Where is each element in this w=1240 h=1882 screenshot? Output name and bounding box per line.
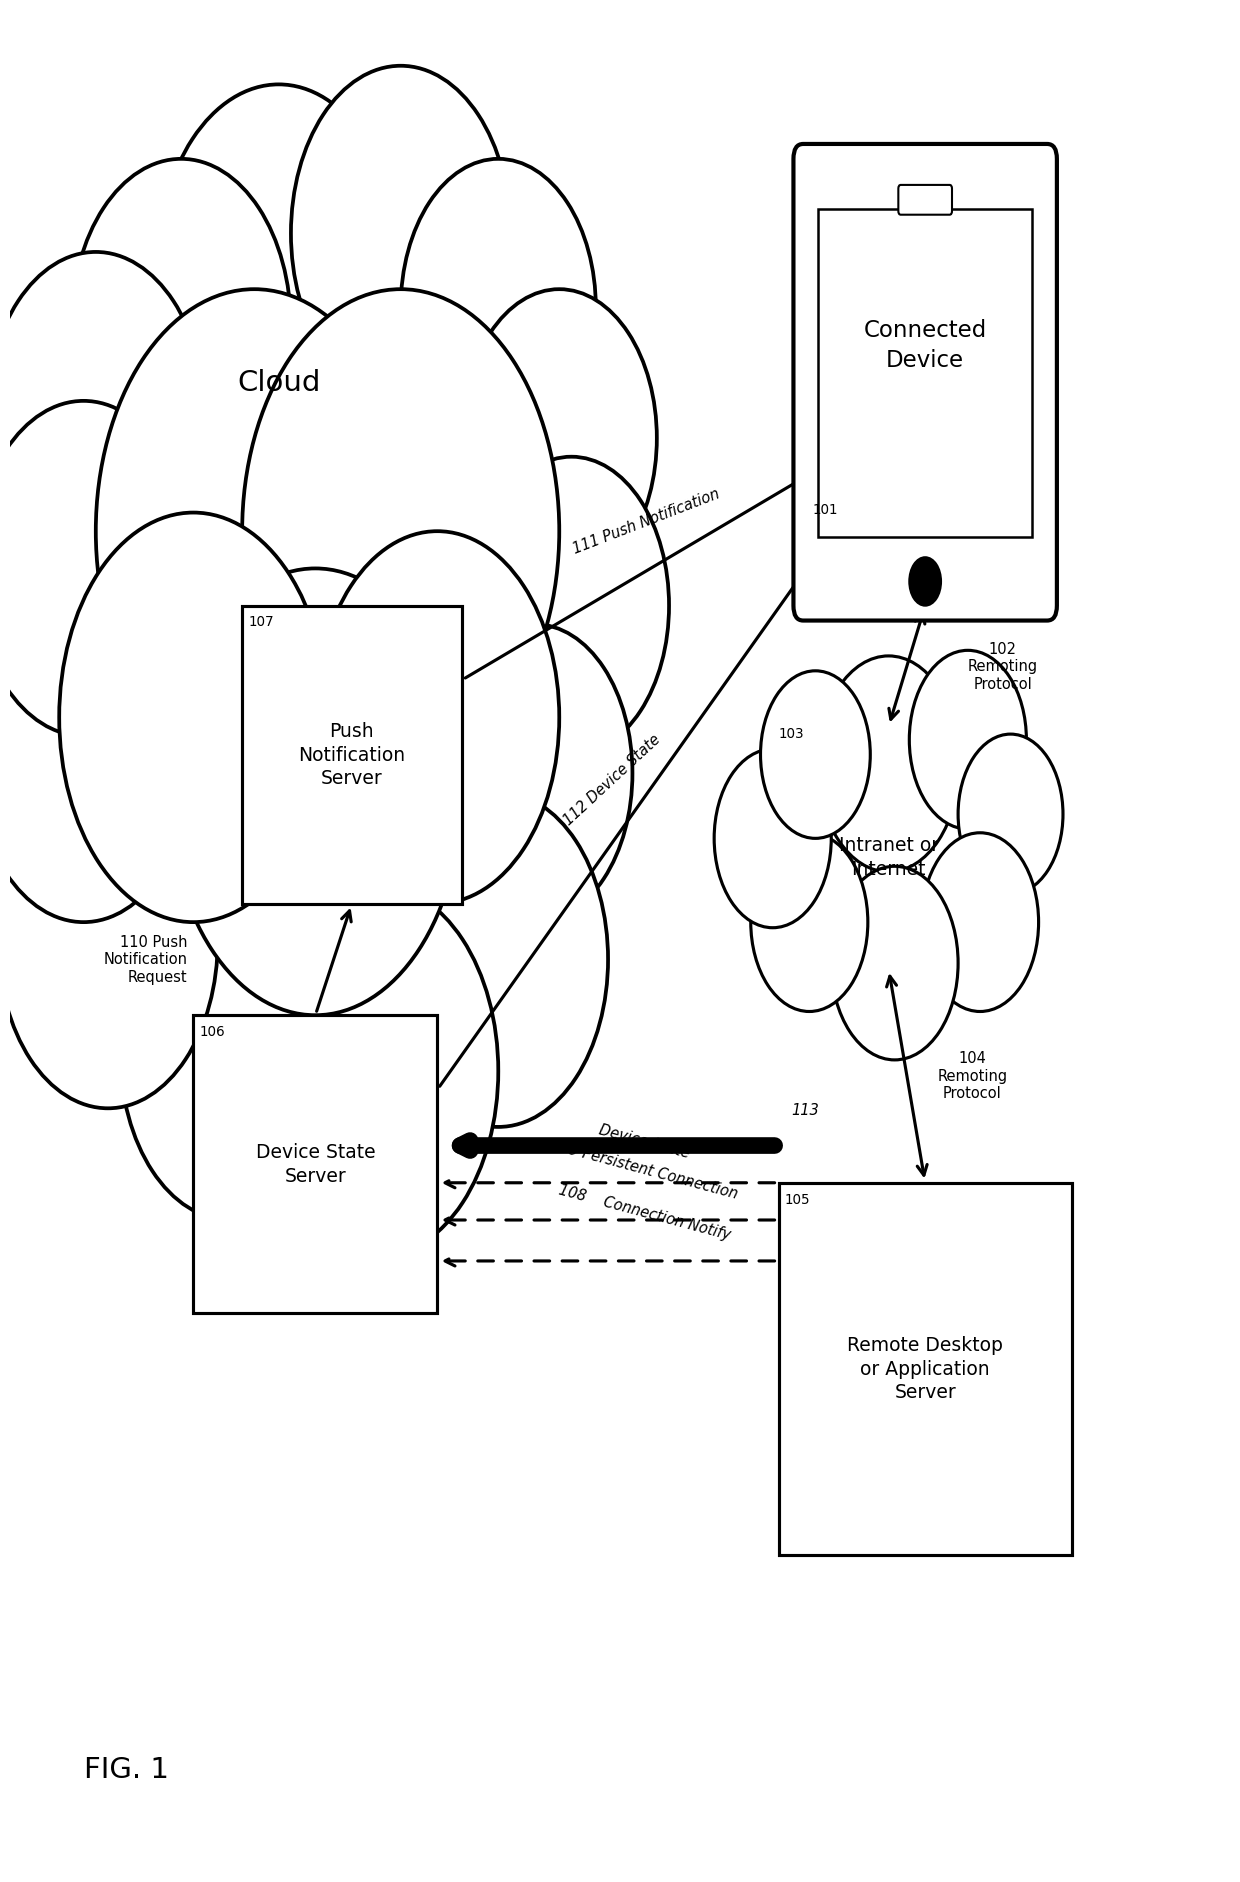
Text: Device State
Server: Device State Server: [255, 1142, 374, 1186]
Circle shape: [760, 672, 870, 839]
Circle shape: [438, 625, 632, 922]
Text: 106: 106: [200, 1026, 224, 1039]
Text: 103: 103: [779, 726, 804, 742]
Text: 101: 101: [812, 502, 838, 518]
Circle shape: [254, 885, 498, 1257]
Text: Cloud: Cloud: [237, 369, 320, 397]
FancyBboxPatch shape: [242, 606, 461, 903]
Text: 104
Remoting
Protocol: 104 Remoting Protocol: [937, 1050, 1007, 1101]
FancyBboxPatch shape: [794, 145, 1056, 621]
Circle shape: [72, 160, 291, 495]
Circle shape: [957, 734, 1063, 894]
Circle shape: [831, 866, 957, 1060]
Text: 111 Push Notification: 111 Push Notification: [570, 486, 722, 557]
Text: Intranet or
Internet: Intranet or Internet: [838, 836, 939, 879]
Circle shape: [401, 160, 595, 457]
Circle shape: [0, 401, 193, 736]
Circle shape: [291, 66, 511, 401]
Text: 112 Device State: 112 Device State: [560, 732, 662, 828]
Circle shape: [909, 651, 1025, 830]
Text: 108    Connection Notify: 108 Connection Notify: [557, 1182, 732, 1242]
FancyBboxPatch shape: [193, 1016, 438, 1314]
Text: 105: 105: [785, 1193, 810, 1206]
Circle shape: [0, 587, 193, 922]
Circle shape: [817, 657, 959, 871]
Text: Remote Desktop
or Application
Server: Remote Desktop or Application Server: [847, 1336, 1003, 1402]
Text: 107: 107: [248, 615, 274, 629]
Circle shape: [714, 749, 831, 928]
Text: 102
Remoting
Protocol: 102 Remoting Protocol: [967, 642, 1038, 691]
FancyBboxPatch shape: [817, 209, 1032, 536]
Circle shape: [921, 834, 1038, 1013]
Circle shape: [0, 252, 206, 587]
Text: 110 Push
Notification
Request: 110 Push Notification Request: [103, 935, 187, 984]
Text: Push
Notification
Server: Push Notification Server: [299, 723, 405, 789]
Text: 109 Persistent Connection: 109 Persistent Connection: [549, 1137, 739, 1201]
Circle shape: [461, 290, 656, 587]
Circle shape: [242, 290, 559, 774]
Circle shape: [474, 457, 668, 755]
Circle shape: [750, 834, 868, 1013]
Text: FIG. 1: FIG. 1: [83, 1756, 169, 1784]
Circle shape: [60, 514, 327, 922]
Circle shape: [315, 531, 559, 903]
Text: 113: 113: [791, 1103, 818, 1118]
Text: Connected
Device: Connected Device: [863, 318, 986, 373]
Circle shape: [0, 774, 218, 1108]
Circle shape: [388, 792, 608, 1127]
Text: Device State: Device State: [598, 1122, 692, 1161]
Circle shape: [909, 557, 941, 606]
Circle shape: [169, 568, 461, 1016]
FancyBboxPatch shape: [898, 184, 951, 215]
Circle shape: [156, 85, 401, 457]
FancyBboxPatch shape: [779, 1184, 1071, 1555]
Circle shape: [120, 885, 340, 1220]
Circle shape: [95, 290, 413, 774]
